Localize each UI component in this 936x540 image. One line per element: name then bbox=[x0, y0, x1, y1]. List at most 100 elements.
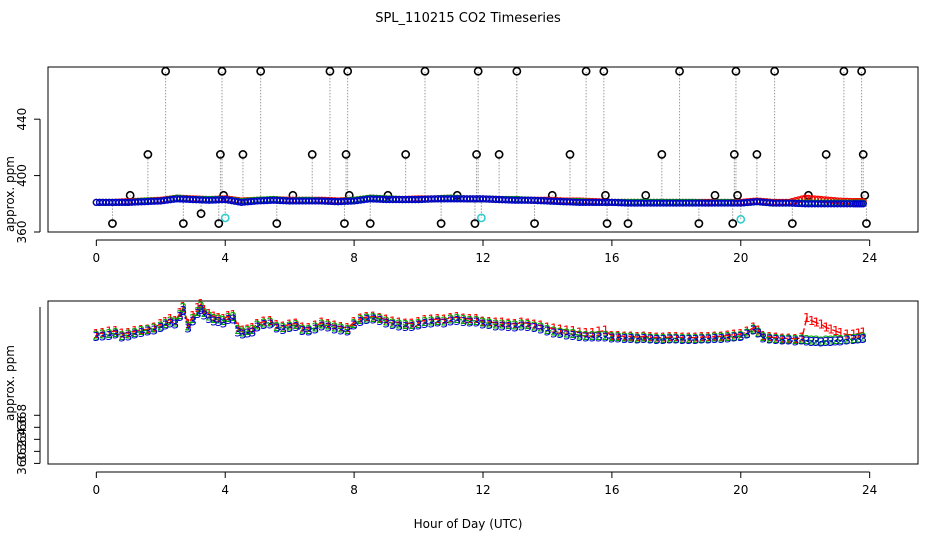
series-2-point: 2 bbox=[582, 329, 590, 343]
series-1-point: 1 bbox=[685, 331, 693, 345]
series-1-point: 1 bbox=[370, 310, 378, 324]
series-1-point: 1 bbox=[200, 303, 208, 317]
series-1-point: 1 bbox=[589, 326, 597, 340]
calibration-spikes-point bbox=[733, 190, 742, 200]
calibration-spikes-point bbox=[343, 66, 353, 76]
calibration-spikes-point bbox=[401, 150, 411, 159]
series-2-point: 2 bbox=[595, 329, 603, 343]
calibration-spikes-point bbox=[108, 219, 117, 228]
series-2-point: 2 bbox=[511, 319, 519, 333]
series-1-point: 1 bbox=[441, 313, 449, 327]
series-1-point: 1 bbox=[785, 331, 793, 345]
series-1-point: 1 bbox=[499, 316, 507, 330]
series-1-point: 1 bbox=[705, 330, 713, 344]
series-1-point: 1 bbox=[660, 331, 668, 345]
series-2-point: 2 bbox=[138, 324, 146, 338]
series-2-point: 2 bbox=[615, 330, 623, 344]
calibration-spikes-point bbox=[161, 66, 171, 76]
series-3-point: 3 bbox=[138, 326, 146, 340]
series-2-point: 2 bbox=[537, 320, 545, 334]
series-3-point: 3 bbox=[792, 334, 800, 348]
series-1-point: 1 bbox=[479, 314, 487, 328]
series-1-point: 1 bbox=[144, 322, 152, 336]
series-3-point: 3 bbox=[850, 333, 858, 347]
series-2-point: 2 bbox=[505, 318, 513, 332]
bottom-x-axis: 0 4 8 12 16 20 24 bbox=[93, 471, 877, 497]
series-2-point: 2 bbox=[785, 332, 793, 346]
series-3-point: 3 bbox=[837, 334, 845, 348]
series-2-point: 2 bbox=[234, 323, 242, 337]
series-3-point bbox=[846, 200, 854, 208]
series-1-point: 1 bbox=[215, 311, 223, 325]
series-3-point: 3 bbox=[760, 331, 768, 345]
series-2-point: 2 bbox=[750, 322, 758, 336]
series-1-point: 1 bbox=[827, 322, 835, 336]
series-2-point: 2 bbox=[441, 314, 449, 328]
series-2-point: 2 bbox=[524, 318, 532, 332]
series-2-point: 2 bbox=[305, 323, 313, 337]
series-2-point: 2 bbox=[402, 318, 410, 332]
series-1-point: 1 bbox=[505, 316, 513, 330]
series-1-point: 1 bbox=[383, 313, 391, 327]
series-2-point: 2 bbox=[486, 316, 494, 330]
series-2-point: 2 bbox=[210, 312, 218, 326]
series-3-point: 3 bbox=[602, 331, 610, 345]
series-3-point: 3 bbox=[350, 319, 358, 333]
calibration-spikes-point bbox=[581, 66, 591, 76]
series-2-point: 2 bbox=[803, 333, 811, 347]
top-y-axis-title: approx. ppm bbox=[3, 156, 17, 232]
series-1-point: 1 bbox=[239, 323, 247, 337]
series-3-point: 3 bbox=[640, 332, 648, 346]
series-1-point: 1 bbox=[194, 301, 202, 315]
series-3-point: 3 bbox=[447, 314, 455, 328]
series-3-point: 3 bbox=[731, 331, 739, 345]
series-2-point: 2 bbox=[531, 319, 539, 333]
series-3-point: 3 bbox=[673, 332, 681, 346]
x-axis-title: Hour of Day (UTC) bbox=[414, 517, 523, 531]
series-2-point: 2 bbox=[743, 326, 751, 340]
series-3-point: 3 bbox=[370, 313, 378, 327]
series-3-point: 3 bbox=[305, 325, 313, 339]
series-2-point: 2 bbox=[698, 331, 706, 345]
series-2-point: 2 bbox=[220, 314, 228, 328]
x-tick-label: 0 bbox=[93, 251, 101, 265]
series-1-point: 1 bbox=[653, 331, 661, 345]
series-1-point: 1 bbox=[673, 330, 681, 344]
series-1-point: 1 bbox=[486, 315, 494, 329]
series-1-point: 1 bbox=[260, 314, 268, 328]
series-1-point: 1 bbox=[180, 300, 188, 314]
series-2-point: 2 bbox=[859, 331, 867, 345]
series-2-point: 2 bbox=[822, 334, 830, 348]
series-1-point: 1 bbox=[344, 321, 352, 335]
x-tick-label: 24 bbox=[862, 483, 877, 497]
series-3-point: 3 bbox=[415, 319, 423, 333]
series-2-point: 2 bbox=[318, 317, 326, 331]
series-1-point: 1 bbox=[755, 323, 763, 337]
series-2-point: 2 bbox=[415, 317, 423, 331]
series-1-point: 1 bbox=[640, 329, 648, 343]
series-3-point: 3 bbox=[325, 320, 333, 334]
calibration-spikes-point bbox=[728, 219, 738, 228]
series-3-point: 3 bbox=[711, 332, 719, 346]
calibration-spikes-point bbox=[365, 219, 375, 228]
series-2-point: 2 bbox=[239, 325, 247, 339]
series-1-point: 1 bbox=[363, 310, 371, 324]
y-tick-label: 400 bbox=[15, 164, 29, 187]
calibration-spikes-point bbox=[473, 66, 483, 76]
series-2-point: 2 bbox=[808, 334, 816, 348]
series-2-point: 2 bbox=[112, 326, 120, 340]
series-1-point: 1 bbox=[389, 314, 397, 328]
top-panel: 0 4 8 12 16 20 24 360 400 440 approx. ppm bbox=[3, 66, 919, 265]
series-3-point: 3 bbox=[318, 319, 326, 333]
series-3-point: 3 bbox=[162, 319, 170, 333]
series-3-point: 3 bbox=[492, 319, 500, 333]
series-1-point: 1 bbox=[112, 324, 120, 338]
series-2-point: 2 bbox=[673, 331, 681, 345]
series-1-point: 1 bbox=[421, 313, 429, 327]
series-1-point: 1 bbox=[184, 317, 192, 331]
series-1-point: 1 bbox=[249, 321, 257, 335]
series-3-point: 3 bbox=[818, 336, 826, 350]
series-2-point: 2 bbox=[184, 319, 192, 333]
series-2-point: 2 bbox=[162, 317, 170, 331]
